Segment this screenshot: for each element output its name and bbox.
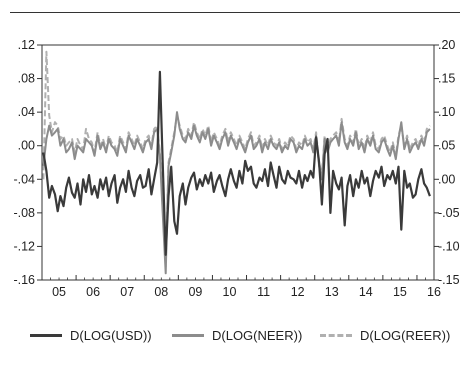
y-left-tick-label: .04: [18, 105, 35, 119]
y-left-tick-label: .12: [18, 38, 35, 52]
x-tick-label: 15: [393, 285, 407, 299]
y-right-tick-label: -.05: [438, 206, 460, 220]
y-left-tick-label: .08: [18, 72, 35, 86]
legend-label-usd: D(LOG(USD)): [70, 327, 152, 343]
x-tick-label: 08: [154, 285, 168, 299]
top-rule: [10, 12, 460, 13]
series-line-d-log-usd: [42, 70, 431, 256]
x-tick-label: 14: [359, 285, 373, 299]
plot-frame: [41, 44, 435, 281]
x-tick-label: 11: [257, 285, 270, 299]
legend-item-usd: D(LOG(USD)): [30, 320, 152, 350]
series-line-d-log-reer: [42, 50, 431, 268]
x-tick-label: 12: [291, 285, 305, 299]
x-tick-label: 06: [86, 285, 100, 299]
y-right-tick-label: -.15: [438, 273, 460, 287]
y-left-tick-label: -.12: [13, 239, 35, 253]
x-tick-label: 05: [52, 285, 66, 299]
legend-item-reer: D(LOG(REER)): [320, 320, 450, 350]
y-right-tick-label: .15: [438, 72, 455, 86]
legend-label-reer: D(LOG(REER)): [360, 327, 451, 343]
line-chart: .12 .08 .04 .00 -.04 -.08 -.12 -.16 .20 .15 .10 .05…: [13, 38, 460, 299]
y-right-tick-label: .10: [438, 105, 455, 119]
y-right-tick-label: .20: [438, 38, 455, 52]
series-line-d-log-neer: [42, 111, 431, 275]
x-tick-label: 13: [325, 285, 339, 299]
x-tick-label: 09: [188, 285, 202, 299]
y-left-tick-label: -.16: [13, 273, 35, 287]
legend-swatch-reer: [320, 333, 352, 337]
y-right-tick-label: -.10: [438, 239, 460, 253]
y-right-tick-label: .00: [438, 172, 455, 186]
legend-swatch-usd: [30, 333, 62, 337]
legend-label-neer: D(LOG(NEER)): [212, 327, 303, 343]
legend-swatch-neer: [172, 333, 204, 337]
x-tick-label: 10: [223, 285, 237, 299]
x-tick-label: 07: [120, 285, 134, 299]
chart-legend: D(LOG(USD)) D(LOG(NEER)) D(LOG(REER)): [0, 320, 468, 350]
y-right-tick-label: .05: [438, 139, 455, 153]
x-tick-label: 16: [427, 285, 441, 299]
y-left-tick-label: -.04: [13, 172, 35, 186]
y-left-tick-label: .00: [18, 139, 35, 153]
legend-item-neer: D(LOG(NEER)): [172, 320, 302, 350]
y-left-tick-label: -.08: [13, 206, 35, 220]
